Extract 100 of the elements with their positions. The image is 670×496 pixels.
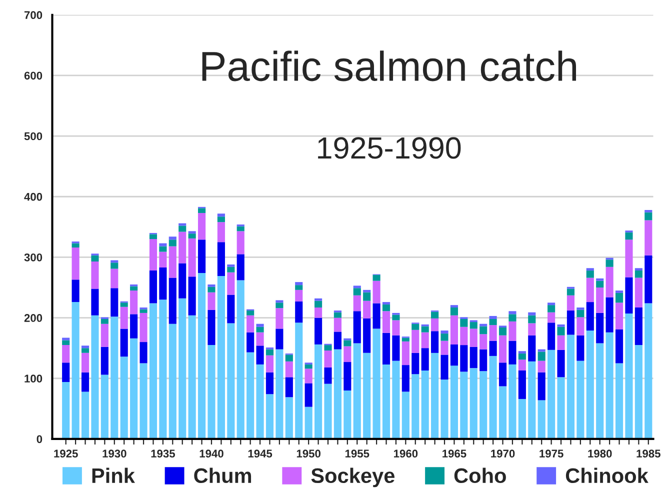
- bar: [236, 226, 244, 232]
- bar: [392, 314, 400, 320]
- bar: [586, 268, 594, 271]
- bar: [120, 302, 128, 307]
- bar: [528, 312, 536, 316]
- x-tick-label: 1980: [588, 450, 612, 458]
- bar: [266, 355, 274, 372]
- bar: [470, 346, 478, 368]
- bar: [402, 341, 410, 366]
- bar: [72, 243, 80, 248]
- bar: [615, 329, 624, 364]
- bar: [548, 350, 556, 439]
- y-tick-label: 200: [24, 314, 42, 322]
- bar: [285, 361, 293, 378]
- bar: [110, 268, 118, 288]
- bar: [100, 319, 108, 324]
- bar: [606, 260, 614, 267]
- bar: [489, 316, 497, 320]
- bar: [566, 310, 575, 335]
- bar: [159, 243, 167, 246]
- bar: [130, 338, 138, 439]
- bar: [159, 300, 167, 439]
- bar: [344, 346, 352, 362]
- bar: [412, 374, 420, 439]
- bar: [615, 292, 624, 303]
- bar: [548, 302, 556, 306]
- text: Pacific salmon catch: [202, 50, 576, 82]
- bar: [295, 282, 303, 286]
- y-tick-label: 500: [24, 132, 42, 140]
- bar: [644, 212, 652, 220]
- bar: [382, 311, 390, 333]
- bar: [431, 312, 439, 318]
- bar: [392, 335, 400, 361]
- bar: [557, 350, 565, 378]
- bar: [644, 220, 652, 256]
- bar: [168, 278, 176, 324]
- bar: [596, 312, 604, 344]
- bar: [644, 255, 652, 304]
- bar: [168, 246, 176, 278]
- bar: [62, 340, 70, 346]
- bar: [130, 314, 138, 338]
- bar: [566, 334, 575, 439]
- y-tick-label: 700: [24, 11, 42, 20]
- bar: [625, 232, 633, 240]
- bar: [508, 364, 516, 439]
- bar: [480, 371, 488, 439]
- y-tick-label: 100: [24, 374, 42, 383]
- bar: [353, 286, 361, 288]
- bar: [81, 392, 90, 439]
- bar: [634, 270, 642, 278]
- bar: [324, 367, 332, 384]
- bar: [421, 332, 429, 348]
- bar: [450, 307, 458, 316]
- x-tick-label: 1930: [102, 450, 126, 458]
- bar: [256, 364, 264, 439]
- bar: [246, 310, 254, 316]
- bar: [518, 360, 526, 370]
- bar: [246, 352, 254, 439]
- bar: [586, 302, 594, 331]
- bar: [266, 372, 274, 394]
- bar: [363, 290, 371, 292]
- bar: [450, 315, 458, 344]
- bar: [236, 254, 244, 280]
- bar: [402, 338, 410, 342]
- bar: [266, 394, 274, 439]
- bar: [460, 345, 468, 372]
- bar: [392, 360, 400, 439]
- bar: [62, 345, 70, 363]
- bar: [412, 330, 420, 353]
- bar: [120, 328, 128, 357]
- bar: [217, 242, 225, 276]
- bar: [72, 280, 80, 302]
- bar: [324, 384, 332, 439]
- x-tick-label: 1960: [394, 450, 418, 458]
- bar: [372, 328, 380, 439]
- x-tick-label: 1965: [442, 450, 466, 458]
- text: 1925-1990: [318, 137, 461, 159]
- bar: [615, 363, 624, 439]
- x-tick-label: 1985: [636, 450, 660, 458]
- bar: [421, 326, 429, 332]
- bar: [634, 268, 642, 271]
- bar: [460, 319, 468, 327]
- bar: [217, 214, 225, 217]
- bar: [460, 372, 468, 439]
- bar: [557, 335, 565, 350]
- x-tick-label: 1970: [491, 450, 515, 458]
- bar: [440, 340, 448, 355]
- bar: [382, 304, 390, 312]
- bar: [72, 302, 80, 439]
- bar: [431, 352, 439, 439]
- bar: [120, 356, 128, 439]
- bar: [363, 318, 371, 353]
- bar: [188, 231, 196, 234]
- bar: [625, 240, 633, 278]
- bar: [314, 344, 322, 439]
- bar: [100, 346, 108, 375]
- bar: [217, 216, 225, 222]
- bar: [518, 354, 526, 360]
- bar: [402, 392, 410, 439]
- bar: [256, 326, 264, 332]
